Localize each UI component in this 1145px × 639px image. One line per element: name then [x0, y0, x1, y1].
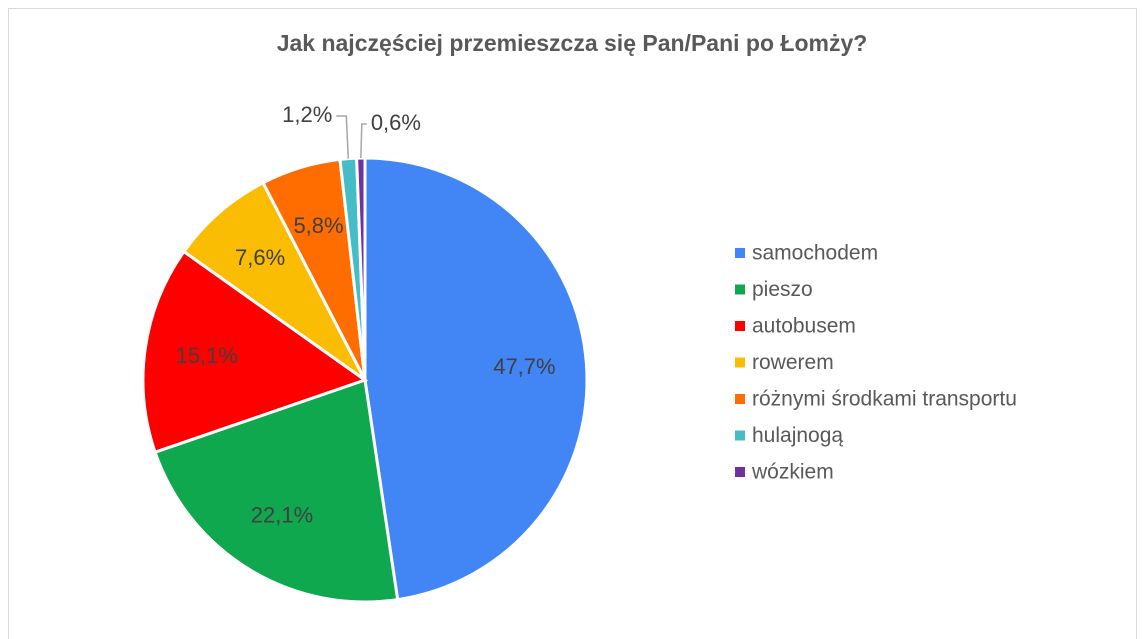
legend-swatch	[735, 248, 745, 258]
legend-swatch	[735, 321, 745, 331]
legend-label: różnymi środkami transportu	[752, 388, 1017, 411]
data-label: 5,8%	[293, 213, 343, 238]
pie-slice	[141, 249, 369, 455]
legend-label: rowerem	[752, 351, 834, 374]
legend-swatch	[735, 430, 745, 441]
legend-swatch	[735, 284, 745, 295]
leader-line	[360, 123, 367, 159]
data-label: 7,6%	[235, 245, 285, 270]
legend-label: pieszo	[752, 278, 813, 301]
chart-title: Jak najczęściej przemieszcza się Pan/Pan…	[277, 30, 868, 56]
legend-swatch	[735, 394, 745, 404]
pie-slice	[153, 377, 400, 604]
leader-line	[336, 115, 350, 159]
legend-swatch	[735, 467, 745, 477]
data-label: 22,1%	[251, 502, 313, 527]
legend-label: wózkiem	[751, 461, 834, 484]
data-label: 15,1%	[176, 343, 238, 368]
legend-swatch	[735, 357, 745, 368]
pie-slice	[363, 156, 589, 602]
data-label: 47,7%	[493, 354, 555, 379]
legend-label: samochodem	[752, 242, 878, 265]
data-label: 1,2%	[282, 102, 332, 127]
data-label: 0,6%	[371, 110, 421, 135]
legend-label: hulajnogą	[752, 424, 843, 447]
pie-slice	[181, 180, 367, 382]
legend-label: autobusem	[752, 315, 856, 338]
